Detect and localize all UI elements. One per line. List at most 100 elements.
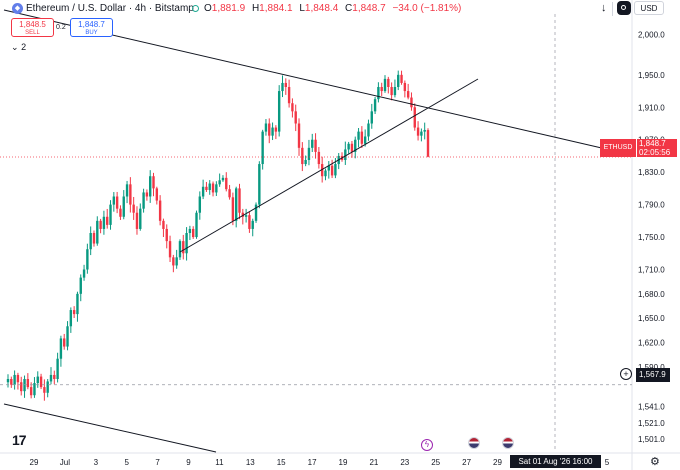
candle-body bbox=[311, 139, 314, 148]
candle-body bbox=[251, 220, 254, 229]
candle-body bbox=[258, 164, 261, 205]
y-tick-label: 2,000.0 bbox=[638, 30, 665, 39]
candle-body bbox=[307, 147, 311, 160]
y-tick-label: 1,521.0 bbox=[638, 419, 665, 428]
x-tick-label: 11 bbox=[215, 458, 224, 467]
y-tick-label: 1,501.0 bbox=[638, 435, 665, 444]
candle-body bbox=[403, 82, 407, 92]
candle-body bbox=[99, 220, 102, 229]
candle-body bbox=[287, 87, 291, 104]
candle-body bbox=[406, 91, 410, 98]
candle-body bbox=[96, 220, 99, 244]
candle-body bbox=[413, 107, 416, 128]
candle-body bbox=[122, 196, 125, 217]
x-tick-label: 13 bbox=[246, 458, 255, 467]
chart-legend-header: ◆ Ethereum / U.S. Dollar · 4h · Bitstamp… bbox=[0, 0, 600, 18]
y-tick-label: 1,910.0 bbox=[638, 103, 665, 112]
candle-body bbox=[201, 186, 205, 197]
candle-body bbox=[271, 127, 274, 136]
y-tick-label: 1,590.0 bbox=[638, 363, 665, 372]
candle-body bbox=[49, 374, 53, 382]
y-tick-label: 1,650.0 bbox=[638, 314, 665, 323]
candle-body bbox=[334, 164, 337, 176]
candle-body bbox=[367, 123, 370, 137]
candle-body bbox=[393, 87, 397, 96]
lightning-icon[interactable]: ϟ bbox=[421, 439, 433, 451]
us-flag-icon[interactable] bbox=[468, 437, 480, 449]
x-tick-label: 3 bbox=[94, 458, 99, 467]
candle-body bbox=[231, 197, 235, 221]
camera-icon[interactable] bbox=[617, 1, 631, 15]
currency-selector[interactable]: USD bbox=[634, 1, 664, 15]
x-tick-label: 15 bbox=[277, 458, 286, 467]
candle-body bbox=[66, 326, 69, 347]
x-tick-label: 17 bbox=[308, 458, 317, 467]
candle-body bbox=[377, 87, 380, 100]
plus-icon[interactable]: + bbox=[620, 368, 632, 380]
y-tick-label: 1,620.0 bbox=[638, 339, 665, 348]
candle-body bbox=[132, 204, 135, 213]
x-tick-label: 9 bbox=[186, 458, 191, 467]
candle-body bbox=[228, 189, 231, 198]
candle-body bbox=[205, 186, 208, 191]
candle-body bbox=[158, 200, 162, 221]
buy-label: BUY bbox=[85, 30, 98, 36]
us-flag-icon[interactable] bbox=[502, 437, 514, 449]
candle-body bbox=[327, 165, 330, 171]
candle-body bbox=[390, 87, 393, 96]
y-tick-label: 1,750.0 bbox=[638, 233, 665, 242]
candle-body bbox=[13, 374, 16, 385]
candle-body bbox=[291, 103, 294, 112]
tradingview-logo[interactable]: 17 bbox=[12, 432, 27, 448]
symbol-title[interactable]: Ethereum / U.S. Dollar · 4h · Bitstamp bbox=[26, 3, 194, 14]
sell-price: 1,848.5 bbox=[19, 20, 46, 29]
indicators-toggle[interactable]: ⌄ 2 bbox=[11, 42, 26, 53]
candle-body bbox=[218, 180, 221, 185]
candle-body bbox=[149, 176, 152, 197]
candle-body bbox=[198, 196, 202, 213]
candle-body bbox=[63, 338, 66, 347]
candle-body bbox=[92, 233, 96, 244]
candle-body bbox=[330, 165, 334, 176]
x-tick-label: 25 bbox=[431, 458, 440, 467]
candle-body bbox=[380, 87, 383, 92]
y-tick-label: 1,541.0 bbox=[638, 403, 665, 412]
candle-body bbox=[264, 123, 268, 132]
candle-body bbox=[383, 78, 387, 92]
x-tick-label: 29 bbox=[30, 458, 39, 467]
x-tick-label: 5 bbox=[605, 458, 610, 467]
lower-channel-trendline bbox=[3, 403, 217, 453]
candle-body bbox=[225, 177, 228, 190]
candle-body bbox=[248, 215, 251, 229]
candle-body bbox=[43, 387, 46, 393]
candle-body bbox=[284, 82, 287, 87]
candle-body bbox=[274, 127, 278, 132]
buy-button[interactable]: 1,848.7 BUY bbox=[70, 18, 113, 37]
candle-body bbox=[168, 241, 172, 258]
candle-body bbox=[155, 188, 159, 201]
toolbar-divider bbox=[612, 2, 613, 16]
ethereum-icon: ◆ bbox=[12, 3, 23, 14]
sell-button[interactable]: 1,848.5 SELL bbox=[11, 18, 54, 37]
candle-body bbox=[125, 184, 129, 197]
candle-body bbox=[16, 374, 20, 383]
download-arrow-icon[interactable]: ↓ bbox=[601, 2, 607, 14]
candle-body bbox=[357, 131, 360, 140]
x-tick-label: 7 bbox=[155, 458, 160, 467]
candle-body bbox=[115, 196, 119, 209]
candle-body bbox=[314, 139, 317, 152]
candle-body bbox=[145, 192, 149, 197]
candle-body bbox=[152, 176, 155, 189]
candle-body bbox=[178, 241, 182, 258]
candle-body bbox=[6, 379, 10, 383]
y-tick-label: 1,830.0 bbox=[638, 168, 665, 177]
candle-body bbox=[301, 147, 304, 165]
candle-body bbox=[185, 233, 188, 254]
settings-icon[interactable]: ⚙ bbox=[650, 456, 660, 468]
candle-body bbox=[234, 188, 238, 221]
candle-body bbox=[354, 139, 357, 152]
candle-body bbox=[195, 212, 198, 238]
candle-body bbox=[294, 111, 297, 124]
candle-body bbox=[347, 143, 350, 150]
